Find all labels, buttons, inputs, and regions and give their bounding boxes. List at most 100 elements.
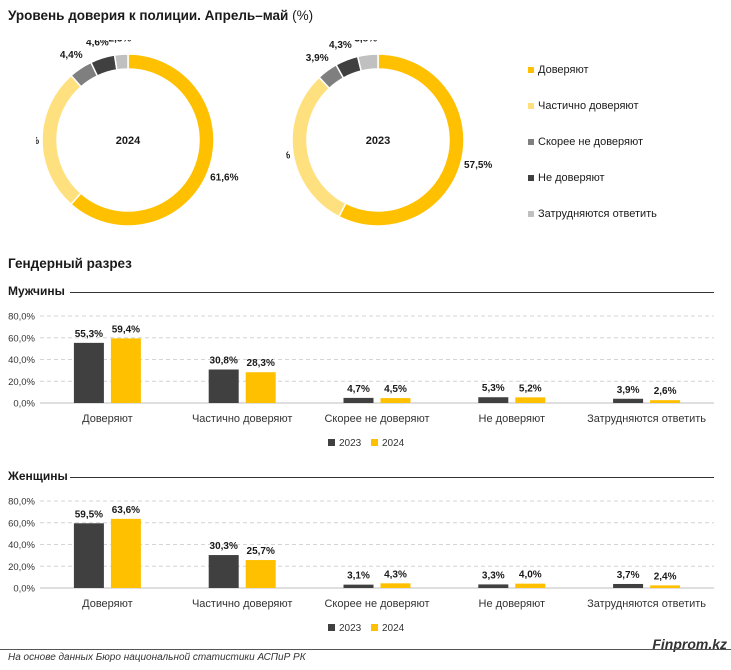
women-bar-2023 [343,584,374,588]
women-ytick-label: 80,0% [8,497,35,508]
men-ytick-label: 40,0% [8,355,35,366]
men-value-label: 4,5% [384,384,407,395]
donut-2024-slice-trust [69,53,215,227]
donut-2024-slice-partial [41,74,83,206]
women-value-label: 4,0% [519,570,542,581]
legend-swatch-trust [528,67,534,73]
men-ytick-label: 0,0% [13,399,35,410]
legend-swatch-rather-not [528,139,534,145]
donut-chart-2024: 61,6% 27,0% 4,4%4,6%2,5% 2024 [36,40,239,227]
men-bar-2024 [245,372,276,403]
donut-2024-label-undecided: 2,5% [109,40,132,44]
women-ytick-label: 60,0% [8,518,35,529]
donut-2023-label-rather-not: 3,9% [306,53,329,64]
women-legend-label-2023: 2023 [339,623,362,634]
legend-label-rather-not: Скорее не доверяют [538,136,644,148]
women-ytick-label: 40,0% [8,540,35,551]
legend-label-partial: Частично доверяют [538,100,639,112]
men-category-label: Скорее не доверяют [324,413,429,425]
men-bar-2023 [613,398,644,403]
women-bar-chart: 0,0% 20,0% 40,0% 60,0% 80,0% 59,5% 63,6% Доверя… [8,497,714,634]
men-bar-2024 [110,338,141,403]
footer-divider [0,649,731,650]
women-value-label: 25,7% [247,546,275,557]
men-bar-2023 [478,397,509,403]
source-note: На основе данных Бюро национальной стати… [8,652,306,663]
men-bar-2024 [515,397,546,403]
women-category-label: Скорее не доверяют [324,598,429,610]
donut-2024-slice-undecided [113,53,129,71]
women-bar-2023 [73,523,104,588]
legend-swatch-undecided [528,211,534,217]
men-category-label: Не доверяют [479,413,546,425]
title-text: Уровень доверия к полиции. Апрель–май [8,8,289,23]
donut-2023-label-not: 4,3% [329,40,352,51]
legend-swatch-partial [528,103,534,109]
donut-2024-center-label: 2024 [116,135,141,147]
men-value-label: 3,9% [617,385,640,396]
men-legend-swatch-2024 [371,439,378,446]
women-bar-2024 [650,585,681,588]
women-legend-label-2024: 2024 [382,623,405,634]
women-legend-swatch-2023 [328,624,335,631]
men-legend-label-2023: 2023 [339,438,362,449]
women-bar-2023 [613,583,644,588]
men-value-label: 5,3% [482,383,505,394]
women-ytick-label: 0,0% [13,584,35,595]
men-group-title: Мужчины [8,284,65,298]
women-category-label: Не доверяют [479,598,546,610]
donut-2023-label-undecided: 3,8% [354,40,377,45]
donut-2023-label-partial: 30,5% [286,151,290,162]
men-bar-2023 [343,397,374,403]
men-bar-2024 [650,400,681,403]
women-category-label: Частично доверяют [192,598,292,610]
women-bar-2023 [478,584,509,588]
donut-2024-label-trust: 61,6% [210,173,238,184]
men-legend-label-2024: 2024 [382,438,405,449]
legend-label-not: Не доверяют [538,172,605,184]
women-group-title: Женщины [8,469,68,483]
men-ytick-label: 60,0% [8,333,35,344]
women-value-label: 30,3% [210,541,238,552]
men-value-label: 2,6% [654,386,677,397]
women-category-label: Доверяют [82,598,133,610]
donut-2024-label-rather-not: 4,4% [60,50,83,61]
donut-2023-slice-trust [337,53,465,227]
men-value-label: 5,2% [519,383,542,394]
donut-2023-center-label: 2023 [366,135,390,147]
women-bar-2023 [208,555,239,588]
men-ytick-label: 20,0% [8,377,35,388]
women-category-label: Затрудняются ответить [587,598,706,610]
gender-section-title: Гендерный разрез [8,256,132,271]
donut-chart-2023: 57,5% 30,5% 3,9%4,3%3,8% 2023 [286,40,492,227]
women-value-label: 3,1% [347,571,370,582]
men-value-label: 30,8% [210,356,238,367]
legend-swatch-not [528,175,534,181]
men-bar-2023 [73,342,104,403]
women-group-rule [70,477,714,478]
donut-2023-slice-partial [291,76,347,218]
men-value-label: 55,3% [75,329,103,340]
men-bar-2024 [380,398,411,403]
women-value-label: 59,5% [75,509,103,520]
men-bar-chart: 0,0% 20,0% 40,0% 60,0% 80,0% 55,3% 59,4% Доверя… [8,312,714,449]
men-bar-2023 [208,369,239,403]
women-ytick-label: 20,0% [8,562,35,573]
men-group-rule [70,292,714,293]
donut-2023-slice-undecided [356,53,379,72]
women-value-label: 3,7% [617,570,640,581]
women-bar-2024 [515,583,546,588]
women-bar-2024 [380,583,411,588]
women-bar-2024 [110,518,141,588]
women-value-label: 4,3% [384,569,407,580]
men-value-label: 4,7% [347,384,370,395]
donut-2023-label-trust: 57,5% [464,160,492,171]
women-value-label: 3,3% [482,570,505,581]
men-ytick-label: 80,0% [8,312,35,323]
men-category-label: Затрудняются ответить [587,413,706,425]
donut-2024-label-not: 4,6% [86,40,109,49]
men-value-label: 28,3% [247,358,275,369]
donut-2024-label-partial: 27,0% [36,136,39,147]
women-value-label: 2,4% [654,571,677,582]
men-legend-swatch-2023 [328,439,335,446]
